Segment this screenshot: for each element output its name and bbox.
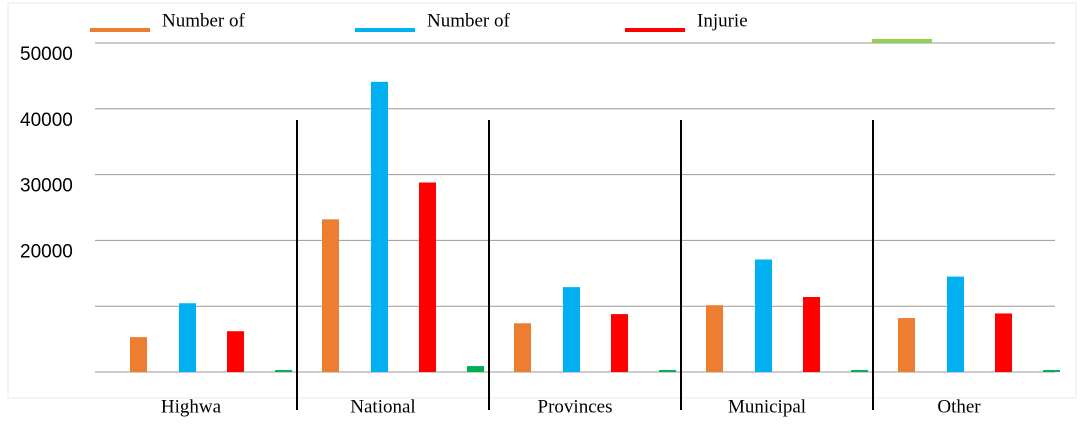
bar [947, 276, 964, 372]
x-tick-label: Highwa [161, 396, 222, 417]
bar [1043, 370, 1060, 373]
legend-label: Number of [162, 10, 246, 31]
bar [371, 81, 388, 373]
x-tick-label: Municipal [728, 396, 806, 417]
bar [130, 337, 147, 372]
x-tick-label: National [350, 396, 415, 417]
bar [322, 219, 339, 372]
bar [227, 331, 244, 372]
y-tick-label: 30000 [20, 176, 73, 197]
legend-label: Injurie [697, 10, 748, 31]
bar [275, 370, 292, 373]
bar [898, 318, 915, 372]
x-tick-label: Other [937, 396, 981, 417]
y-tick-label: 20000 [20, 241, 73, 262]
bar [467, 366, 484, 372]
bar [563, 287, 580, 372]
bar [179, 303, 196, 372]
x-tick-label: Provinces [538, 396, 613, 417]
bar [755, 259, 772, 372]
bar [419, 182, 436, 372]
bar [514, 323, 531, 372]
chart-border [7, 2, 1077, 399]
bar [851, 370, 868, 373]
bar [659, 370, 676, 373]
y-tick-label: 50000 [20, 44, 73, 65]
bar [611, 314, 628, 372]
bar [803, 296, 820, 372]
bar [706, 305, 723, 372]
bar [995, 313, 1012, 372]
y-tick-label: 40000 [20, 110, 73, 131]
legend-label: Number of [427, 10, 511, 31]
